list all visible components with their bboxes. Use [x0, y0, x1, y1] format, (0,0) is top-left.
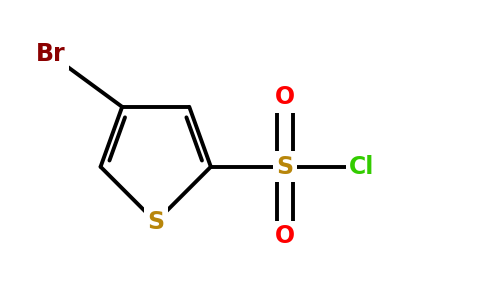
Text: Cl: Cl	[349, 155, 375, 179]
Text: Br: Br	[35, 42, 65, 66]
Text: O: O	[275, 224, 295, 248]
Text: S: S	[147, 210, 164, 234]
Text: O: O	[275, 85, 295, 109]
Text: S: S	[276, 155, 294, 179]
